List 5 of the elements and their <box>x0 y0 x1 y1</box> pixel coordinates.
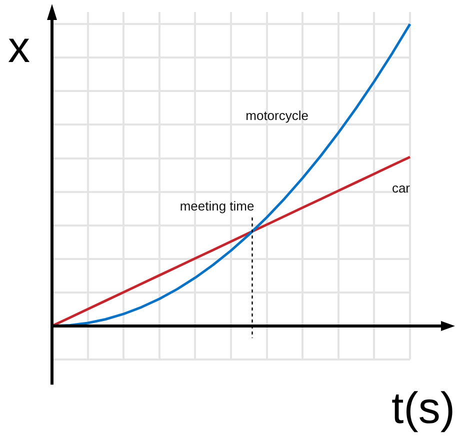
text: motorcycle <box>246 108 308 123</box>
series-label: car <box>392 180 411 196</box>
x-axis-title: t(s) <box>391 384 455 433</box>
annotation: meeting time <box>180 198 254 214</box>
y-axis-title: x <box>8 23 30 72</box>
